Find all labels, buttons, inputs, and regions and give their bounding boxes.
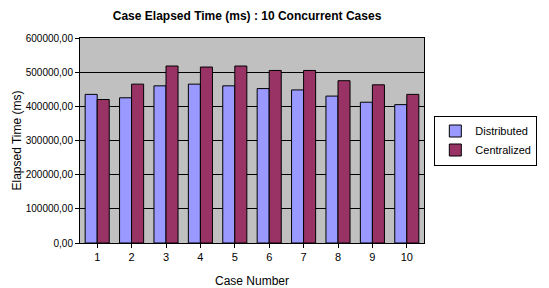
svg-text:Case Number: Case Number — [215, 274, 289, 288]
svg-text:600000,00: 600000,00 — [26, 33, 74, 44]
svg-text:Centralized: Centralized — [475, 144, 531, 156]
svg-text:500000,00: 500000,00 — [26, 67, 74, 78]
svg-text:4: 4 — [197, 251, 203, 263]
svg-text:400000,00: 400000,00 — [26, 101, 74, 112]
svg-text:7: 7 — [301, 251, 307, 263]
svg-text:8: 8 — [335, 251, 341, 263]
svg-text:300000,00: 300000,00 — [26, 135, 74, 146]
svg-text:2: 2 — [129, 251, 135, 263]
svg-text:Case Elapsed Time (ms) : 10 Co: Case Elapsed Time (ms) : 10 Concurrent C… — [113, 9, 382, 23]
svg-text:5: 5 — [232, 251, 238, 263]
svg-text:200000,00: 200000,00 — [26, 169, 74, 180]
svg-text:9: 9 — [369, 251, 375, 263]
svg-text:Elapsed Time (ms): Elapsed Time (ms) — [10, 90, 24, 190]
svg-text:1: 1 — [94, 251, 100, 263]
svg-text:0,00: 0,00 — [54, 238, 74, 249]
svg-text:Distributed: Distributed — [475, 125, 528, 137]
svg-text:10: 10 — [401, 251, 413, 263]
svg-text:3: 3 — [163, 251, 169, 263]
svg-text:6: 6 — [266, 251, 272, 263]
svg-text:100000,00: 100000,00 — [26, 203, 74, 214]
